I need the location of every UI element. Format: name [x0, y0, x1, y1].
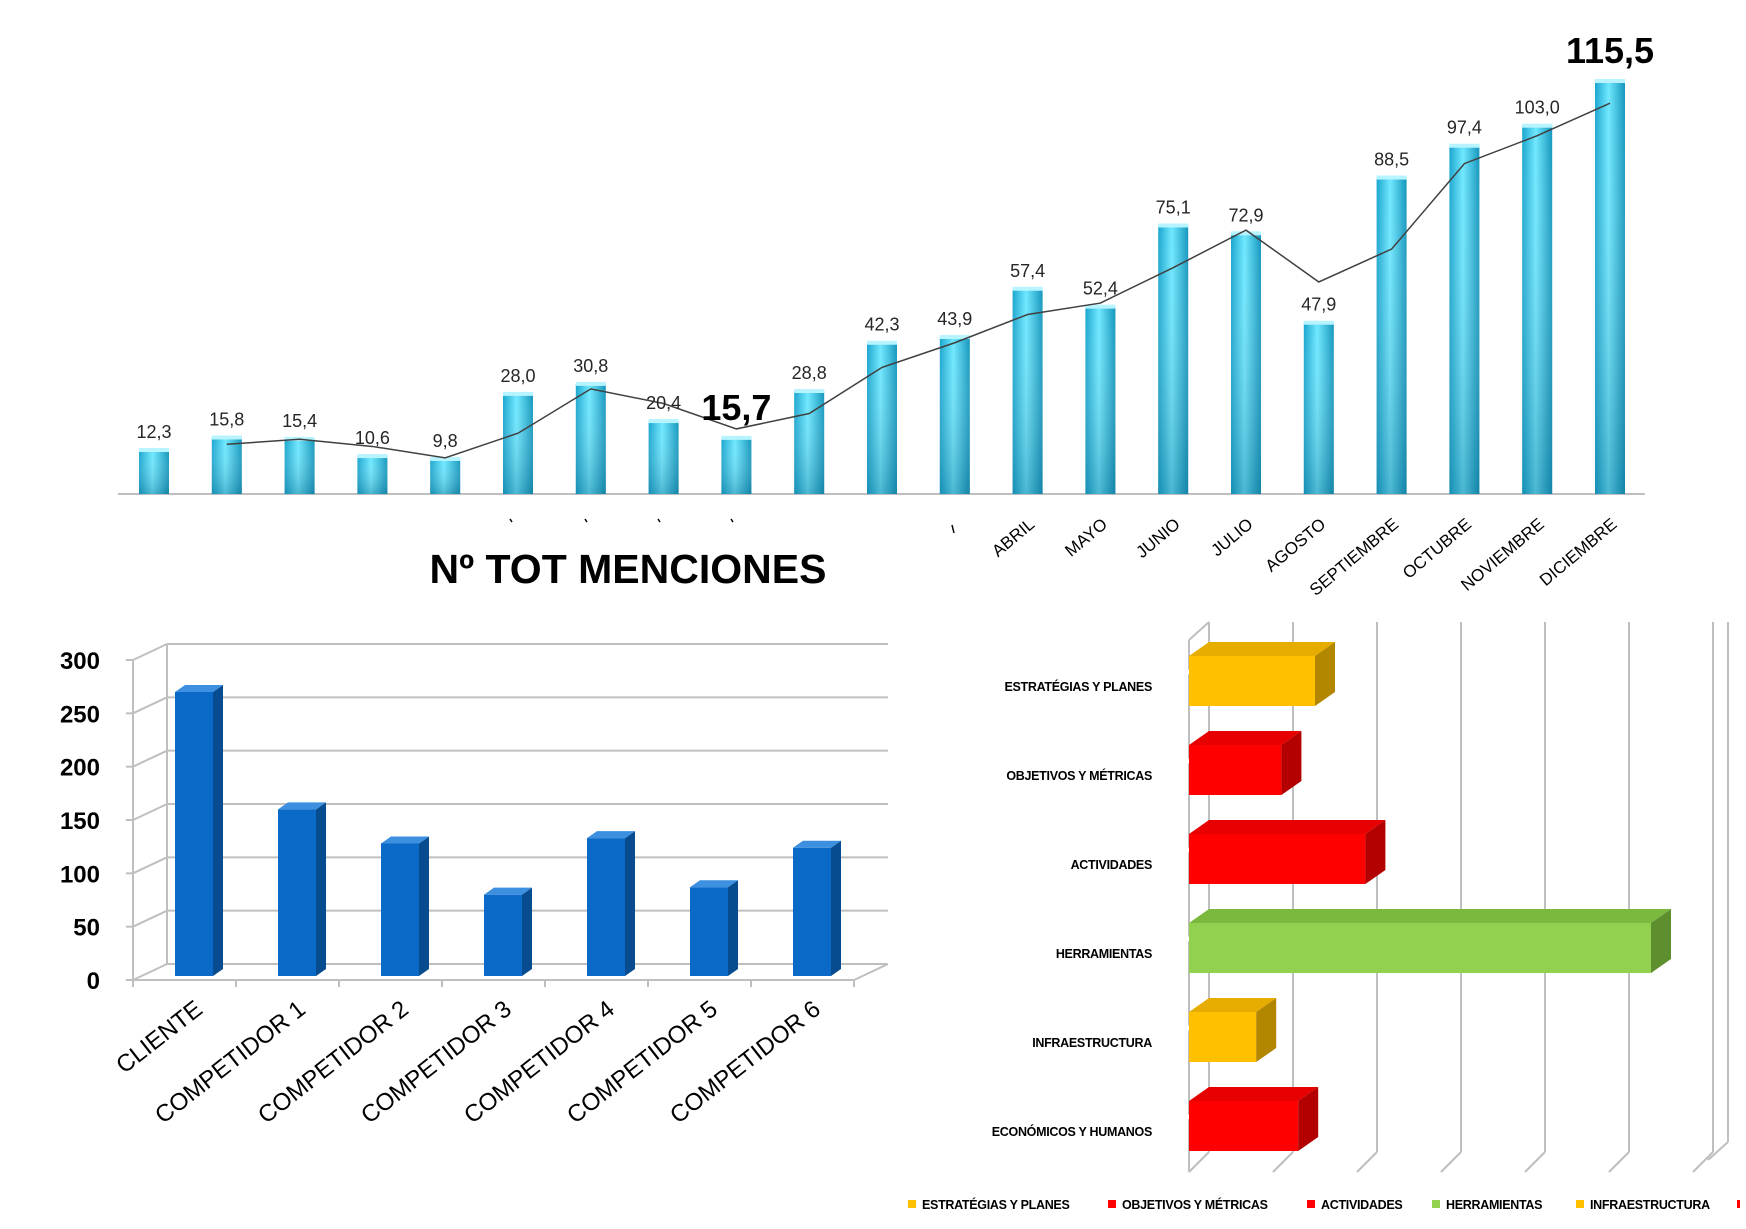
monthly-bar [139, 448, 169, 494]
monthly-value-label: 97,4 [1447, 118, 1482, 138]
competitor-y-tick: 50 [73, 915, 100, 942]
monthly-value-label: 52,4 [1083, 279, 1118, 299]
monthly-bar [721, 435, 752, 494]
competitor-y-tick: 300 [60, 648, 100, 675]
competitor-y-tick: 0 [87, 968, 100, 995]
monthly-value-label: 88,5 [1374, 150, 1409, 170]
svg-text:ESTRATÉGIAS Y PLANES: ESTRATÉGIAS Y PLANES [922, 1197, 1070, 1212]
monthly-bar [284, 436, 315, 494]
monthly-value-label: 10,6 [355, 428, 390, 448]
legend-item: OBJETIVOS Y MÉTRICAS [1108, 1197, 1268, 1212]
category-bar [1189, 642, 1335, 706]
monthly-bar [1522, 123, 1553, 495]
competitor-bar [175, 685, 223, 976]
monthly-category-label: JUNIO [1132, 515, 1183, 562]
monthly-bar [1376, 175, 1407, 494]
monthly-value-label: 30,8 [573, 356, 608, 376]
monthly-bar [1303, 320, 1334, 494]
category-bar [1189, 909, 1671, 973]
monthly-value-label: 115,5 [1566, 30, 1654, 71]
competitor-bar [381, 836, 429, 976]
competitor-y-tick: 250 [60, 701, 100, 728]
category-label: ESTRATÉGIAS Y PLANES [1004, 679, 1152, 694]
category-bar [1189, 731, 1302, 795]
monthly-value-label: 75,1 [1156, 197, 1191, 217]
monthly-bar [430, 456, 461, 494]
monthly-bar [211, 435, 242, 494]
category-label: INFRAESTRUCTURA [1032, 1036, 1152, 1050]
monthly-bar [939, 335, 970, 494]
monthly-value-label: 15,4 [282, 411, 317, 431]
monthly-value-label: 12,3 [136, 422, 171, 442]
competitor-bar [690, 880, 738, 976]
monthly-category-label: DICIEMBRE [1536, 515, 1621, 590]
category-bar [1189, 1087, 1319, 1151]
competitor-category-label: CLIENTE [111, 995, 207, 1079]
monthly-value-label: 57,4 [1010, 261, 1045, 281]
category-label: HERRAMIENTAS [1056, 947, 1152, 961]
competitor-y-tick: 150 [60, 808, 100, 835]
monthly-value-label: 9,8 [433, 431, 458, 451]
monthly-bar [1158, 223, 1189, 494]
legend-clipped-marker [1737, 1200, 1740, 1208]
monthly-category-label: MAYO [1061, 515, 1111, 561]
competitor-y-tick: 200 [60, 755, 100, 782]
legend-item: ACTIVIDADES [1307, 1198, 1403, 1212]
competitor-bar [484, 887, 532, 976]
legend-item: INFRAESTRUCTURA [1576, 1198, 1710, 1212]
monthly-bar [648, 419, 679, 494]
category-label: ECONÓMICOS Y HUMANOS [992, 1124, 1152, 1139]
monthly-value-label: 72,9 [1228, 205, 1263, 225]
clipped-axis-labels [509, 518, 955, 534]
svg-text:INFRAESTRUCTURA: INFRAESTRUCTURA [1590, 1198, 1710, 1212]
label-clip-mask [940, 1110, 958, 1140]
competitor-y-tick: 100 [60, 861, 100, 888]
svg-text:ACTIVIDADES: ACTIVIDADES [1321, 1198, 1402, 1212]
competitor-bar [793, 840, 841, 976]
svg-text:HERRAMIENTAS: HERRAMIENTAS [1446, 1198, 1542, 1212]
monthly-value-label: 42,3 [864, 315, 899, 335]
monthly-value-label: 103,0 [1515, 98, 1560, 118]
category-label: OBJETIVOS Y MÉTRICAS [1006, 768, 1152, 783]
legend-item: HERRAMIENTAS [1432, 1198, 1542, 1212]
category-3d-horizontal-bar-chart: ESTRATÉGIAS Y PLANES OBJETIVOS Y MÉTRICAS… [908, 621, 1740, 1212]
monthly-bar [575, 381, 606, 494]
monthly-bar [503, 391, 533, 494]
category-bar [1189, 820, 1386, 884]
monthly-category-label: ABRIL [988, 515, 1038, 561]
legend-item: ESTRATÉGIAS Y PLANES [908, 1197, 1070, 1212]
competitor-bar [278, 802, 326, 976]
chart-title: Nº TOT MENCIONES [430, 546, 827, 592]
monthly-value-label: 43,9 [937, 309, 972, 329]
category-label: ACTIVIDADES [1071, 858, 1152, 872]
monthly-trend-line [226, 102, 1611, 459]
monthly-bar [1012, 286, 1043, 494]
monthly-value-label: 15,8 [209, 410, 244, 430]
monthly-value-label: 28,0 [500, 366, 535, 386]
monthly-bar [1085, 304, 1116, 494]
monthly-bar [1449, 143, 1480, 495]
monthly-bar [794, 389, 825, 494]
monthly-bar [1231, 231, 1261, 494]
monthly-value-label: 15,7 [701, 387, 771, 428]
category-bar [1189, 998, 1277, 1062]
monthly-value-label: 47,9 [1301, 295, 1336, 315]
monthly-bar-line-chart: 12,3 15,8 15,4 10,6 9,8 28,0 30,8 20,4 15,7 28,8 4… [118, 30, 1654, 600]
monthly-category-label: AGOSTO [1262, 515, 1330, 576]
monthly-category-label: OCTUBRE [1399, 515, 1475, 583]
monthly-category-label: JULIO [1207, 515, 1256, 561]
svg-text:OBJETIVOS Y MÉTRICAS: OBJETIVOS Y MÉTRICAS [1122, 1197, 1268, 1212]
monthly-bar [357, 454, 388, 494]
competitor-bar [587, 831, 635, 976]
monthly-bar [1595, 79, 1625, 494]
monthly-value-label: 20,4 [646, 393, 681, 413]
monthly-value-label: 28,8 [792, 363, 827, 383]
